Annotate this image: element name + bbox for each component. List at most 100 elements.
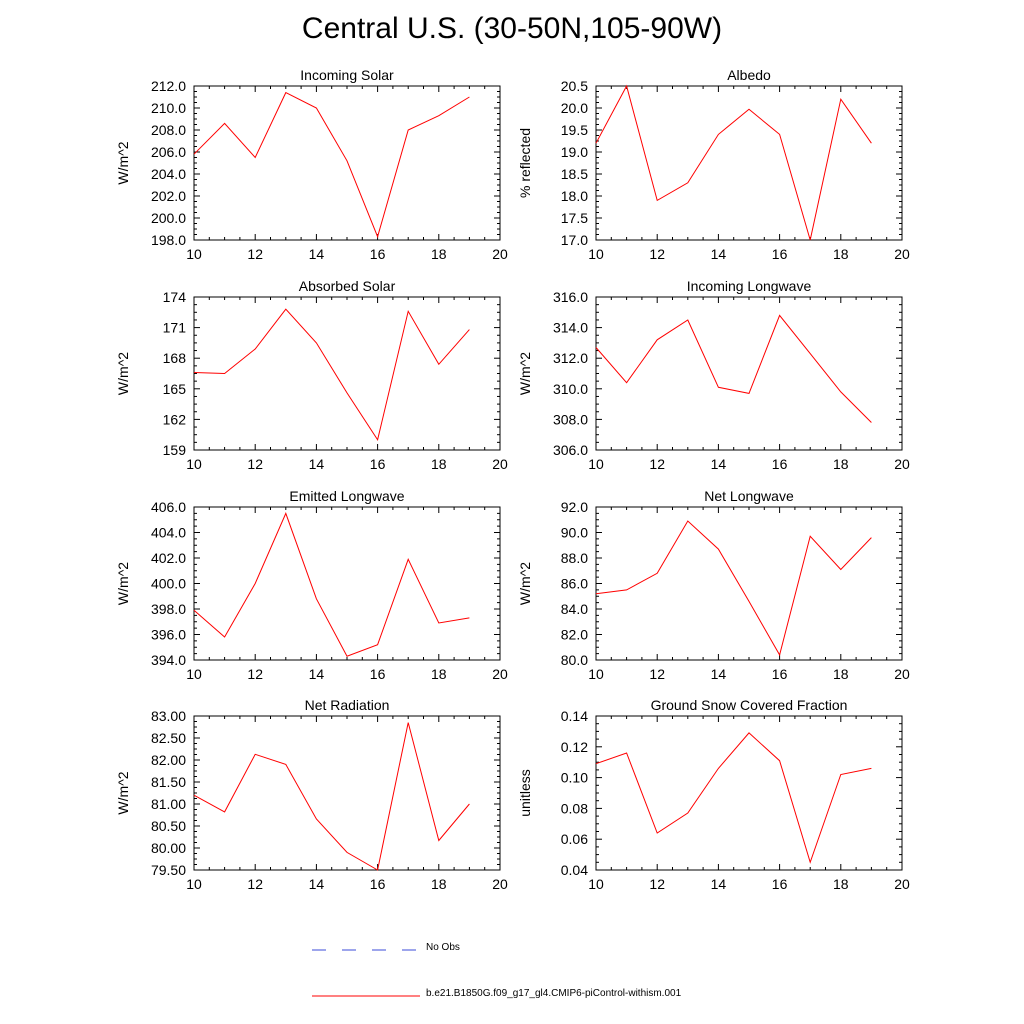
y-axis-label: W/m^2 <box>115 771 131 814</box>
plot-frame <box>193 85 501 241</box>
y-tick-label: 20.0 <box>561 100 588 116</box>
y-tick-label: 92.0 <box>561 499 588 515</box>
x-tick-label: 12 <box>247 666 263 682</box>
y-tick-label: 212.0 <box>151 78 186 94</box>
y-tick-label: 306.0 <box>553 442 588 458</box>
y-axis-label: unitless <box>517 769 533 816</box>
series-line-model <box>193 512 470 657</box>
legend-obs-swatch <box>312 949 420 951</box>
x-tick-label: 10 <box>186 666 202 682</box>
y-tick-label: 202.0 <box>151 188 186 204</box>
y-tick-label: 83.00 <box>151 708 186 724</box>
x-tick-label: 20 <box>492 246 508 262</box>
panel-title: Net Longwave <box>704 488 794 504</box>
chart-panel-4: Incoming Longwave W/m^2 10 12 14 16 18 20 306.0 3… <box>517 278 910 472</box>
x-tick-label: 16 <box>772 246 788 262</box>
x-tick-label: 10 <box>588 666 604 682</box>
chart-panel-3: Absorbed Solar W/m^2 10 12 14 16 18 20 159 162 165… <box>115 278 508 472</box>
x-tick-label: 12 <box>649 456 665 472</box>
x-tick-label: 16 <box>370 456 386 472</box>
chart-panel-5: Emitted Longwave W/m^2 10 12 14 16 18 20 394.0 39… <box>115 488 508 682</box>
panel-title: Absorbed Solar <box>299 278 396 294</box>
y-tick-label: 162 <box>163 411 187 427</box>
panel-title: Incoming Solar <box>300 67 394 83</box>
y-tick-label: 406.0 <box>151 499 186 515</box>
y-tick-label: 402.0 <box>151 550 186 566</box>
legend-model-label: b.e21.B1850G.f09_g17_gl4.CMIP6-piControl… <box>426 988 682 999</box>
series-line-model <box>595 520 872 657</box>
x-tick-label: 14 <box>711 246 727 262</box>
x-tick-label: 20 <box>492 666 508 682</box>
x-tick-label: 10 <box>186 876 202 892</box>
legend-model-swatch <box>312 995 420 997</box>
x-tick-label: 12 <box>649 666 665 682</box>
panel-title: Incoming Longwave <box>687 278 812 294</box>
y-tick-label: 88.0 <box>561 550 588 566</box>
x-tick-label: 10 <box>186 456 202 472</box>
x-tick-label: 18 <box>833 876 849 892</box>
x-tick-label: 20 <box>894 876 910 892</box>
x-tick-label: 10 <box>588 246 604 262</box>
x-tick-label: 18 <box>431 876 447 892</box>
y-tick-label: 198.0 <box>151 232 186 248</box>
series-line-model <box>193 308 470 442</box>
y-tick-label: 308.0 <box>553 411 588 427</box>
x-tick-label: 10 <box>186 246 202 262</box>
x-tick-label: 20 <box>492 876 508 892</box>
x-tick-label: 18 <box>431 246 447 262</box>
y-tick-label: 86.0 <box>561 576 588 592</box>
x-tick-label: 12 <box>247 456 263 472</box>
y-tick-label: 0.14 <box>561 708 588 724</box>
plot-frame <box>193 296 501 451</box>
y-axis-label: W/m^2 <box>115 141 131 184</box>
chart-panel-7: Net Radiation W/m^2 10 12 14 16 18 20 79.50 80.00… <box>115 697 508 892</box>
x-tick-label: 14 <box>309 246 325 262</box>
y-tick-label: 82.00 <box>151 752 186 768</box>
plot-frame <box>193 506 501 661</box>
y-tick-label: 17.5 <box>561 210 588 226</box>
y-tick-label: 204.0 <box>151 166 186 182</box>
y-tick-label: 17.0 <box>561 232 588 248</box>
legend-model: b.e21.B1850G.f09_g17_gl4.CMIP6-piControl… <box>310 988 810 1004</box>
y-tick-label: 398.0 <box>151 601 186 617</box>
y-tick-label: 82.0 <box>561 627 588 643</box>
x-tick-label: 10 <box>588 876 604 892</box>
y-tick-label: 0.06 <box>561 831 588 847</box>
panel-title: Albedo <box>727 67 771 83</box>
series-line-model <box>595 84 872 241</box>
series-line-model <box>595 314 872 423</box>
y-tick-label: 82.50 <box>151 730 186 746</box>
y-tick-label: 168 <box>163 350 187 366</box>
x-tick-label: 10 <box>588 456 604 472</box>
y-tick-label: 0.04 <box>561 862 588 878</box>
y-tick-label: 314.0 <box>553 320 588 336</box>
chart-panel-2: Albedo % reflected 10 12 14 16 18 20 17.0 17.5 18.… <box>517 67 910 262</box>
y-tick-label: 206.0 <box>151 144 186 160</box>
x-tick-label: 20 <box>492 456 508 472</box>
y-tick-label: 20.5 <box>561 78 588 94</box>
x-tick-label: 16 <box>772 666 788 682</box>
x-tick-label: 16 <box>370 246 386 262</box>
page-title: Central U.S. (30-50N,105-90W) <box>301 12 723 45</box>
y-tick-label: 165 <box>163 381 187 397</box>
y-tick-label: 80.50 <box>151 818 186 834</box>
y-tick-label: 404.0 <box>151 525 186 541</box>
x-tick-label: 16 <box>772 876 788 892</box>
legend-obs-label: No Obs <box>426 942 460 953</box>
y-tick-label: 80.00 <box>151 840 186 856</box>
x-tick-label: 16 <box>370 876 386 892</box>
y-tick-label: 18.0 <box>561 188 588 204</box>
y-tick-label: 0.08 <box>561 800 588 816</box>
x-tick-label: 14 <box>309 666 325 682</box>
y-axis-label: W/m^2 <box>517 352 533 395</box>
y-tick-label: 171 <box>163 320 187 336</box>
x-tick-label: 14 <box>711 876 727 892</box>
y-tick-label: 159 <box>163 442 187 458</box>
y-tick-label: 0.12 <box>561 739 588 755</box>
x-tick-label: 12 <box>247 876 263 892</box>
y-tick-label: 310.0 <box>553 381 588 397</box>
x-tick-label: 18 <box>431 666 447 682</box>
x-tick-label: 14 <box>309 456 325 472</box>
y-tick-label: 396.0 <box>151 627 186 643</box>
